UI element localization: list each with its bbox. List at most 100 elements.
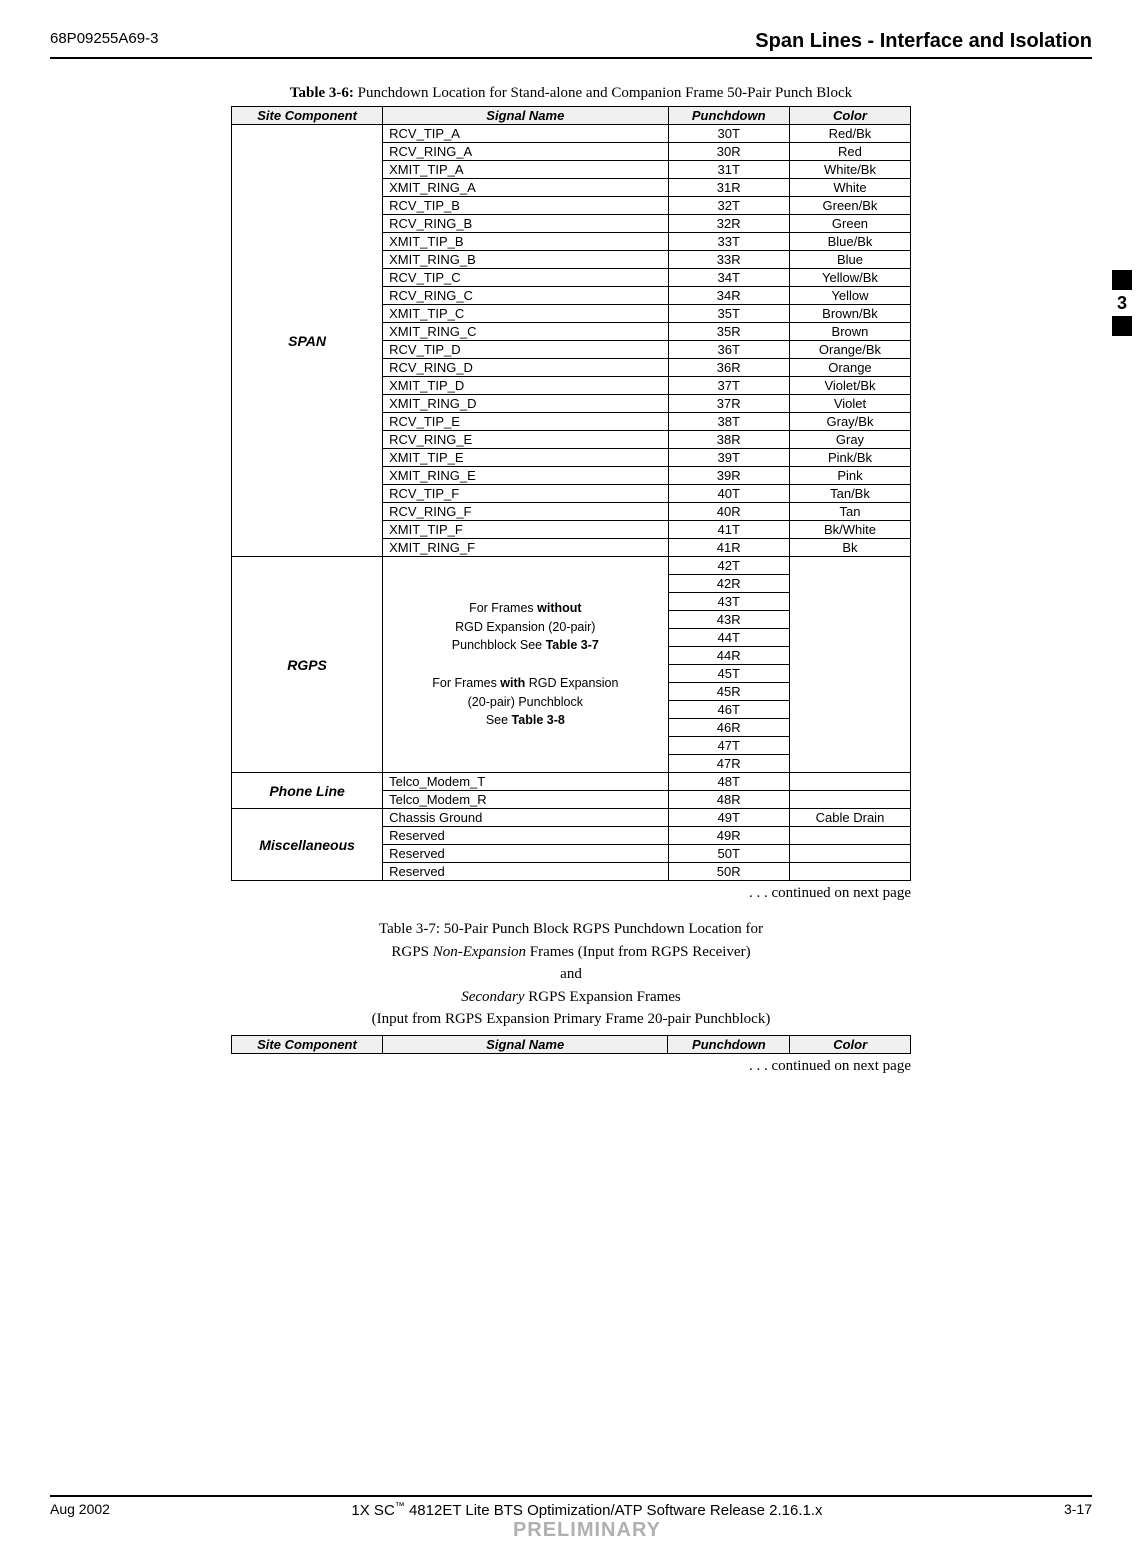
signal-cell: Reserved xyxy=(383,863,668,881)
punchdown-cell: 36T xyxy=(668,341,789,359)
color-cell: Bk/White xyxy=(789,521,910,539)
col-color: Color xyxy=(789,107,910,125)
continued-2: . . . continued on next page xyxy=(231,1058,911,1075)
span-label-cell: SPAN xyxy=(232,125,383,557)
table-3-7: Table 3-7: 50-Pair Punch Block RGPS Punc… xyxy=(231,912,911,1054)
punchdown-cell: 38R xyxy=(668,431,789,449)
signal-cell: XMIT_RING_A xyxy=(383,179,668,197)
col-site: Site Component xyxy=(232,107,383,125)
signal-cell: RCV_TIP_A xyxy=(383,125,668,143)
punchdown-cell: 49T xyxy=(668,809,789,827)
signal-cell: XMIT_TIP_E xyxy=(383,449,668,467)
color-cell: Cable Drain xyxy=(789,809,910,827)
color-cell: Red/Bk xyxy=(789,125,910,143)
punchdown-cell: 40R xyxy=(668,503,789,521)
punchdown-cell: 46R xyxy=(668,719,789,737)
signal-cell: Chassis Ground xyxy=(383,809,668,827)
signal-cell: RCV_RING_F xyxy=(383,503,668,521)
punchdown-cell: 32T xyxy=(668,197,789,215)
signal-cell: RCV_RING_C xyxy=(383,287,668,305)
punchdown-cell: 39R xyxy=(668,467,789,485)
color-cell: Pink/Bk xyxy=(789,449,910,467)
punchdown-cell: 50R xyxy=(668,863,789,881)
table-3-6: Table 3-6: Punchdown Location for Stand-… xyxy=(231,79,911,881)
punchdown-cell: 37R xyxy=(668,395,789,413)
color-cell xyxy=(789,827,910,845)
punchdown-cell: 37T xyxy=(668,377,789,395)
color-cell: Blue/Bk xyxy=(789,233,910,251)
table37-title: Table 3-7: 50-Pair Punch Block RGPS Punc… xyxy=(232,912,911,1035)
phone-label-cell: Phone Line xyxy=(232,773,383,809)
color-cell: Orange/Bk xyxy=(789,341,910,359)
col-signal: Signal Name xyxy=(382,1035,668,1053)
continued-1: . . . continued on next page xyxy=(231,885,911,902)
color-cell: Gray/Bk xyxy=(789,413,910,431)
color-cell: Gray xyxy=(789,431,910,449)
footer-line1: 1X SC™ 4812ET Lite BTS Optimization/ATP … xyxy=(351,1502,822,1519)
punchdown-cell: 46T xyxy=(668,701,789,719)
table36-header-row: Site Component Signal Name Punchdown Col… xyxy=(232,107,911,125)
color-cell: Tan xyxy=(789,503,910,521)
color-cell: Green/Bk xyxy=(789,197,910,215)
punchdown-cell: 44R xyxy=(668,647,789,665)
signal-cell: RCV_TIP_D xyxy=(383,341,668,359)
punchdown-cell: 45R xyxy=(668,683,789,701)
col-punchdown: Punchdown xyxy=(668,1035,790,1053)
punchdown-cell: 34T xyxy=(668,269,789,287)
color-cell: Green xyxy=(789,215,910,233)
signal-cell: XMIT_RING_F xyxy=(383,539,668,557)
color-cell: Tan/Bk xyxy=(789,485,910,503)
signal-cell: Telco_Modem_R xyxy=(383,791,668,809)
table-row: MiscellaneousChassis Ground49TCable Drai… xyxy=(232,809,911,827)
color-cell: Violet/Bk xyxy=(789,377,910,395)
tab-block-top xyxy=(1112,270,1132,290)
signal-cell: Reserved xyxy=(383,827,668,845)
footer-page: 3-17 xyxy=(1064,1501,1092,1542)
punchdown-cell: 44T xyxy=(668,629,789,647)
signal-cell: RCV_RING_B xyxy=(383,215,668,233)
color-cell: White xyxy=(789,179,910,197)
punchdown-cell: 42T xyxy=(668,557,789,575)
punchdown-cell: 39T xyxy=(668,449,789,467)
rgps-label-cell: RGPS xyxy=(232,557,383,773)
color-cell: Violet xyxy=(789,395,910,413)
color-cell xyxy=(789,791,910,809)
punchdown-cell: 43R xyxy=(668,611,789,629)
color-cell xyxy=(789,845,910,863)
doc-id: 68P09255A69-3 xyxy=(50,30,158,53)
table37-header-row: Site Component Signal Name Punchdown Col… xyxy=(232,1035,911,1053)
chapter-number: 3 xyxy=(1112,290,1132,316)
punchdown-cell: 42R xyxy=(668,575,789,593)
punchdown-cell: 35R xyxy=(668,323,789,341)
punchdown-cell: 35T xyxy=(668,305,789,323)
punchdown-cell: 47T xyxy=(668,737,789,755)
signal-cell: XMIT_TIP_D xyxy=(383,377,668,395)
footer-preliminary: PRELIMINARY xyxy=(513,1519,661,1541)
footer-center: 1X SC™ 4812ET Lite BTS Optimization/ATP … xyxy=(110,1501,1064,1542)
table-row: Phone LineTelco_Modem_T48T xyxy=(232,773,911,791)
signal-cell: RCV_TIP_F xyxy=(383,485,668,503)
signal-cell: RCV_RING_A xyxy=(383,143,668,161)
color-cell: Red xyxy=(789,143,910,161)
signal-cell: XMIT_RING_B xyxy=(383,251,668,269)
footer-date: Aug 2002 xyxy=(50,1501,110,1542)
punchdown-cell: 40T xyxy=(668,485,789,503)
signal-cell: RCV_TIP_C xyxy=(383,269,668,287)
chapter-tab: 3 xyxy=(1112,270,1132,336)
color-cell: Brown/Bk xyxy=(789,305,910,323)
punchdown-cell: 45T xyxy=(668,665,789,683)
signal-cell: XMIT_RING_D xyxy=(383,395,668,413)
signal-cell: Telco_Modem_T xyxy=(383,773,668,791)
punchdown-cell: 48R xyxy=(668,791,789,809)
signal-cell: RCV_TIP_E xyxy=(383,413,668,431)
signal-cell: XMIT_RING_E xyxy=(383,467,668,485)
punchdown-cell: 33R xyxy=(668,251,789,269)
punchdown-cell: 41R xyxy=(668,539,789,557)
punchdown-cell: 30R xyxy=(668,143,789,161)
signal-cell: RCV_RING_E xyxy=(383,431,668,449)
col-punchdown: Punchdown xyxy=(668,107,789,125)
color-cell: Pink xyxy=(789,467,910,485)
col-signal: Signal Name xyxy=(383,107,668,125)
color-cell xyxy=(789,773,910,791)
misc-label-cell: Miscellaneous xyxy=(232,809,383,881)
